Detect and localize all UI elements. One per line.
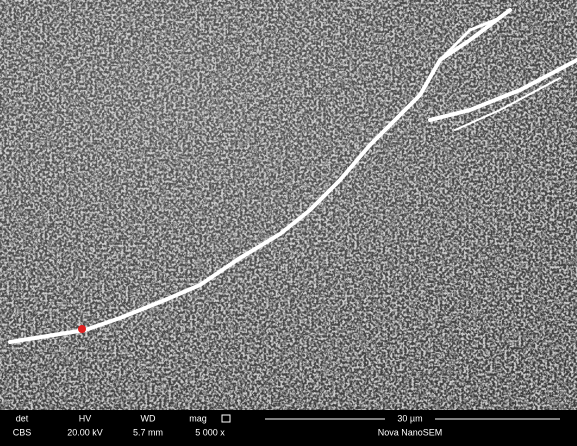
value: 5 000 x [195, 427, 225, 437]
page: det HV WD mag CBS 20.00 kV 5.7 mm 5 000 … [0, 0, 577, 441]
instrument: Nova NanoSEM [378, 427, 443, 437]
marker [78, 325, 86, 333]
label: HV [79, 413, 92, 423]
value: 20.00 kV [67, 427, 103, 437]
texture [0, 0, 577, 410]
sem-image: det HV WD mag CBS 20.00 kV 5.7 mm 5 000 … [0, 0, 577, 441]
label: det [16, 413, 29, 423]
label: WD [141, 413, 156, 423]
value: 5.7 mm [133, 427, 163, 437]
scale-label: 30 µm [397, 413, 422, 423]
value: CBS [13, 427, 32, 437]
label: mag [189, 413, 207, 423]
